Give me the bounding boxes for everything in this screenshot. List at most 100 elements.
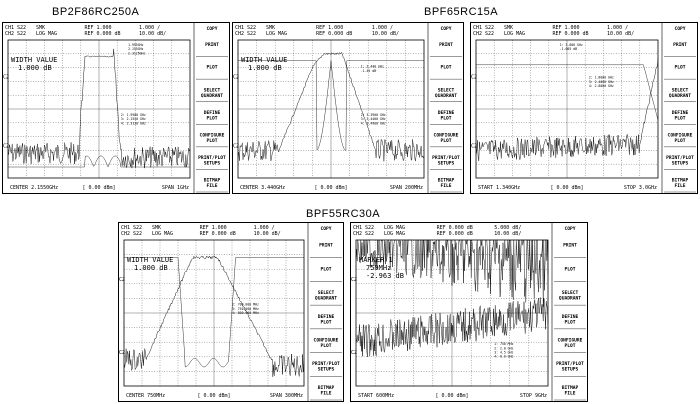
c2-marker-upper: C2 bbox=[119, 277, 125, 283]
title-bpf55rc30a: BPF55RC30A bbox=[306, 208, 381, 220]
softkey-bitmap-file[interactable]: BITMAP FILE bbox=[672, 178, 689, 190]
softkey-define-plot[interactable]: DEFINE PLOT bbox=[672, 110, 689, 122]
softkey-define-plot[interactable]: DEFINE PLOT bbox=[204, 110, 221, 122]
marker-readout-top: 1: 3.000 GHz bbox=[560, 43, 583, 47]
x-start-label: START 1.340GHz bbox=[478, 185, 520, 191]
ref-label: REF 1.000 bbox=[316, 25, 343, 31]
marker-readout: 2: 1.8000 GHz bbox=[589, 76, 614, 80]
softkey-copy[interactable]: COPY bbox=[320, 226, 331, 232]
ref2-scale-label: 10.00 dB/ bbox=[372, 31, 399, 37]
softkey-select-quadrant[interactable]: SELECT QUADRANT bbox=[669, 87, 691, 99]
softkey-print-plot-setups[interactable]: PRINT/PLOT SETUPS bbox=[198, 155, 226, 167]
softkey-copy[interactable]: COPY bbox=[564, 226, 575, 232]
ref2-scale-label: 10.00 dB/ bbox=[494, 231, 521, 237]
softkey-copy[interactable]: COPY bbox=[440, 26, 451, 32]
softkey-copy[interactable]: COPY bbox=[674, 26, 685, 32]
format1-label: LOG MAG bbox=[384, 225, 405, 231]
c2-marker-lower: C2 bbox=[3, 144, 9, 150]
softkey-define-plot[interactable]: DEFINE PLOT bbox=[438, 110, 455, 122]
c2-marker-upper: C2 bbox=[3, 75, 9, 81]
softkey-print[interactable]: PRINT bbox=[439, 42, 453, 48]
softkey-configure-plot[interactable]: CONFIGURE PLOT bbox=[200, 132, 225, 144]
marker-readout: 4: 2.8000 GHz bbox=[589, 84, 614, 88]
ref-scale-label: 5.000 dB/ bbox=[494, 225, 521, 231]
ref-scale-label: 1.000 / bbox=[139, 25, 160, 31]
softkey-select-quadrant[interactable]: SELECT QUADRANT bbox=[435, 87, 457, 99]
marker-readout: 3: 750.000 MHz bbox=[232, 307, 259, 311]
softkey-select-quadrant[interactable]: SELECT QUADRANT bbox=[559, 290, 581, 302]
plot-grid bbox=[7, 39, 191, 179]
softkey-plot[interactable]: PLOT bbox=[440, 65, 451, 71]
softkey-configure-plot[interactable]: CONFIGURE PLOT bbox=[558, 338, 583, 350]
ref2-label: REF 0.000 dB bbox=[84, 31, 120, 37]
channel-label: CH1 S22 bbox=[353, 225, 374, 231]
x-span-label: STOP 9GHz bbox=[520, 393, 547, 399]
channel-label: CH1 S22 bbox=[235, 25, 256, 31]
marker-readout: 2: 1.9900 GHz bbox=[121, 113, 146, 117]
softkey-print-plot-setups[interactable]: PRINT/PLOT SETUPS bbox=[432, 155, 460, 167]
c2-marker-upper: C2 bbox=[471, 75, 477, 81]
softkey-bitmap-file[interactable]: BITMAP FILE bbox=[562, 385, 579, 397]
source-power-label: [ 0.00 dBm] bbox=[550, 185, 583, 191]
ref-scale-label: 1.000 / bbox=[254, 225, 275, 231]
timestamp: 2009/05/07 Thu 17:51:04 bbox=[594, 22, 657, 23]
panel-frame bbox=[2, 22, 230, 194]
marker-readout-top: 1.995GHz bbox=[128, 43, 143, 47]
softkey-plot[interactable]: PLOT bbox=[564, 266, 575, 272]
ref-label: REF 1.000 bbox=[200, 225, 227, 231]
return-loss-trace bbox=[8, 155, 190, 168]
softkey-print[interactable]: PRINT bbox=[673, 42, 687, 48]
softkey-define-plot[interactable]: DEFINE PLOT bbox=[562, 314, 579, 326]
softkey-configure-plot[interactable]: CONFIGURE PLOT bbox=[434, 132, 459, 144]
softkey-bitmap-file[interactable]: BITMAP FILE bbox=[318, 385, 335, 397]
timestamp: 2009/05/07 Thu 15:22:53 bbox=[126, 22, 189, 23]
softkey-print[interactable]: PRINT bbox=[319, 243, 333, 249]
softkey-print-plot-setups[interactable]: PRINT/PLOT SETUPS bbox=[666, 155, 694, 167]
format2-label: LOG MAG bbox=[36, 31, 57, 37]
marker-readout: 2: 2.0 GHz bbox=[494, 346, 513, 350]
source-power-label: [ 0.00 dBm] bbox=[435, 393, 468, 399]
softkey-print-plot-setups[interactable]: PRINT/PLOT SETUPS bbox=[312, 361, 340, 373]
marker-readout: 4: 2.3130 GHz bbox=[121, 121, 146, 125]
x-start-label: START 600MHz bbox=[358, 393, 394, 399]
ref-label: REF 1.000 bbox=[552, 25, 579, 31]
x-span-label: SPAN 200MHz bbox=[390, 185, 423, 191]
channel2-label: CH2 S22 bbox=[473, 31, 494, 37]
softkey-configure-plot[interactable]: CONFIGURE PLOT bbox=[668, 132, 693, 144]
softkey-bitmap-file[interactable]: BITMAP FILE bbox=[204, 178, 221, 190]
x-start-label: CENTER 3.440GHz bbox=[240, 185, 285, 191]
channel-label: CH1 S22 bbox=[473, 25, 494, 31]
transmission-trace bbox=[123, 255, 305, 377]
x-span-label: SPAN 300MHz bbox=[270, 393, 303, 399]
marker-readout-top: -1.005 dB bbox=[560, 47, 577, 51]
softkey-plot[interactable]: PLOT bbox=[320, 266, 331, 272]
plot-grid bbox=[475, 39, 659, 179]
softkey-print-plot-setups[interactable]: PRINT/PLOT SETUPS bbox=[556, 361, 584, 373]
marker-readout: 3: 2.1550 GHz bbox=[121, 117, 146, 121]
source-power-label: [ 0.00 dBm] bbox=[314, 185, 347, 191]
c2-marker-upper: C2 bbox=[233, 75, 239, 81]
x-span-label: STOP 3.0GHz bbox=[624, 185, 657, 191]
marker-readout: 3: 4.5 GHz bbox=[494, 351, 513, 355]
c2-marker-lower: C2 bbox=[119, 350, 125, 356]
softkey-configure-plot[interactable]: CONFIGURE PLOT bbox=[314, 338, 339, 350]
softkey-define-plot[interactable]: DEFINE PLOT bbox=[318, 314, 335, 326]
softkey-print[interactable]: PRINT bbox=[205, 42, 219, 48]
source-power-label: [ 0.00 dBm] bbox=[82, 185, 115, 191]
softkey-select-quadrant[interactable]: SELECT QUADRANT bbox=[201, 87, 223, 99]
softkey-plot[interactable]: PLOT bbox=[206, 65, 217, 71]
timestamp: 2009/05/05 Tue 9:14:06 bbox=[486, 222, 546, 223]
c2-marker-lower: C2 bbox=[351, 350, 357, 356]
softkey-plot[interactable]: PLOT bbox=[674, 65, 685, 71]
ref2-label: REF 0.000 dB bbox=[316, 31, 352, 37]
softkey-copy[interactable]: COPY bbox=[206, 26, 217, 32]
width-value: 1.000 dB bbox=[18, 64, 52, 72]
ref2-label: REF 0.000 dB bbox=[437, 231, 473, 237]
panel-frame bbox=[232, 22, 464, 194]
softkey-select-quadrant[interactable]: SELECT QUADRANT bbox=[315, 290, 337, 302]
softkey-print[interactable]: PRINT bbox=[563, 243, 577, 249]
ref2-label: REF 0.000 dB bbox=[552, 31, 588, 37]
source-power-label: [ 0.00 dBm] bbox=[197, 393, 230, 399]
softkey-bitmap-file[interactable]: BITMAP FILE bbox=[438, 178, 455, 190]
title-bp2f86rc250a: BP2F86RC250A bbox=[52, 6, 140, 18]
